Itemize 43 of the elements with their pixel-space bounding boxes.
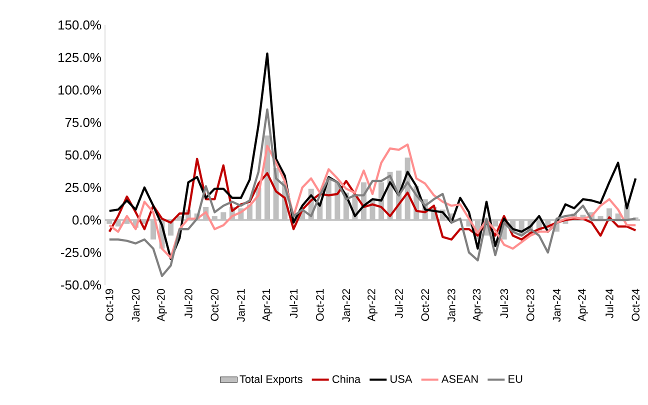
- x-tick-label: Jul-24: [605, 288, 614, 318]
- x-tick-label: Oct-21: [316, 289, 324, 321]
- x-tick-label: Apr-23: [472, 289, 483, 322]
- bar: [220, 212, 226, 220]
- legend-label: USA: [390, 375, 412, 383]
- line-series: [108, 52, 637, 260]
- y-tick-label: 25.0%: [65, 182, 102, 192]
- x-tick-label: Oct-22: [421, 289, 430, 321]
- x-tick-label: Jul-23: [500, 289, 508, 318]
- y-tick-label: 100.0%: [58, 85, 102, 95]
- x-tick-label: Apr-24: [578, 288, 588, 322]
- x-tick-label: Oct-24: [632, 288, 640, 321]
- x-tick-label: Oct-23: [526, 289, 534, 321]
- bar: [150, 220, 156, 240]
- y-tick-label: 75.0%: [65, 118, 102, 128]
- legend-label: Total Exports: [240, 374, 302, 386]
- x-tick-label: Jan-21: [237, 289, 245, 322]
- y-tick-label: 0.0%: [72, 215, 102, 225]
- x-tick-label: Jul-21: [290, 289, 298, 318]
- x-tick-label: Jan-22: [342, 289, 350, 322]
- line-series: [108, 158, 637, 241]
- y-tick-label: 125.0%: [58, 52, 102, 62]
- x-tick-label: Jan-24: [552, 288, 561, 322]
- bar: [212, 216, 218, 220]
- x-tick-label: Apr-22: [368, 289, 378, 322]
- y-tick-label: 50.0%: [65, 150, 102, 160]
- x-tick-label: Oct-20: [210, 288, 219, 321]
- x-tick-label: Jul-22: [394, 289, 403, 318]
- x-tick-label: Apr-20: [157, 288, 167, 322]
- legend-label: EU: [508, 375, 522, 383]
- line-series: [108, 144, 637, 259]
- legend-label: China: [332, 374, 361, 384]
- x-tick-label: Jan-23: [448, 289, 456, 322]
- x-tick-label: Jan-20: [132, 288, 140, 322]
- x-tick-label: Apr-21: [262, 289, 272, 322]
- x-tick-label: Oct-19: [106, 289, 114, 321]
- y-tick-label: 150.0%: [58, 20, 102, 30]
- legend-label: ASEAN: [441, 375, 478, 383]
- x-tick-label: Jul-20: [184, 288, 192, 318]
- y-tick-label: -25.0%: [61, 248, 102, 258]
- bar: [492, 220, 498, 226]
- bar: [106, 220, 112, 224]
- y-tick-label: -50.0%: [61, 280, 102, 290]
